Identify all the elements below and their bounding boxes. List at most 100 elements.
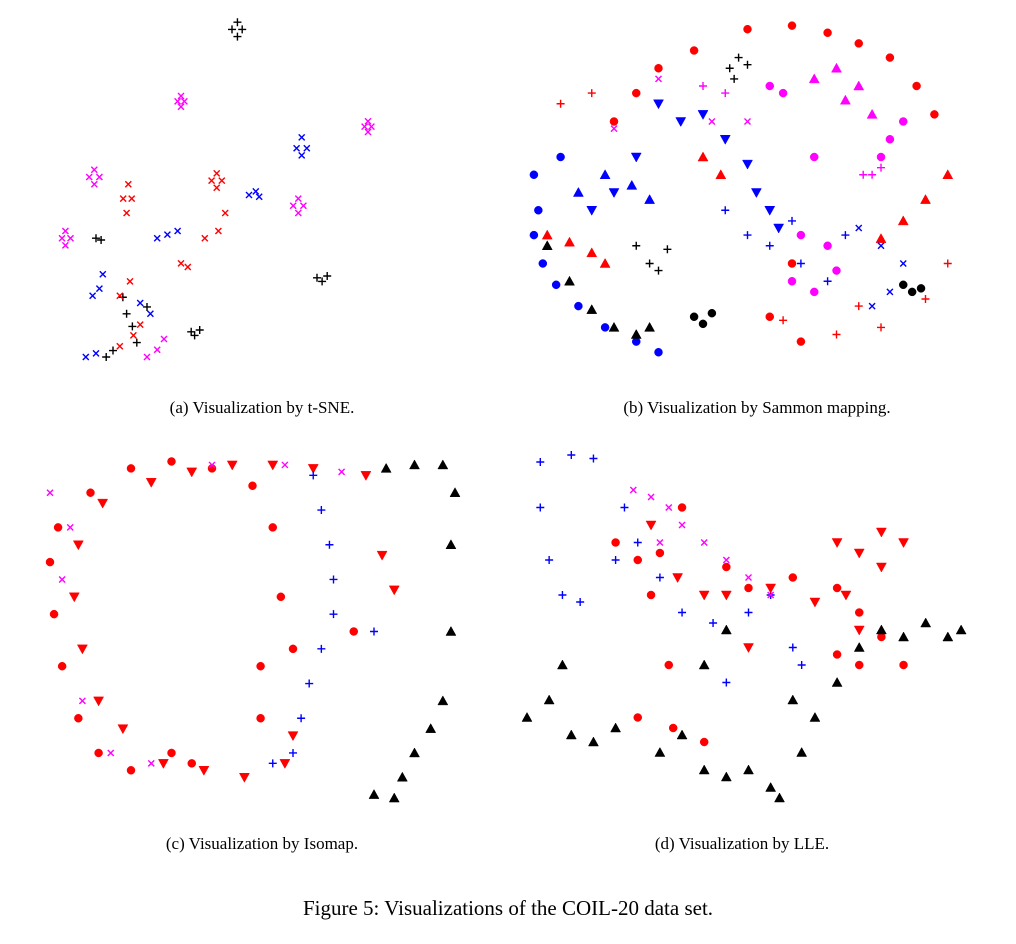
point xyxy=(955,624,967,635)
point xyxy=(160,335,168,343)
point xyxy=(725,64,734,73)
point xyxy=(213,169,221,177)
point xyxy=(95,173,103,181)
point xyxy=(245,191,253,199)
point xyxy=(750,188,762,199)
point xyxy=(689,312,699,321)
point xyxy=(364,117,372,125)
point xyxy=(97,498,109,509)
point xyxy=(832,330,841,339)
point xyxy=(796,337,806,346)
point xyxy=(53,523,63,532)
point xyxy=(61,241,69,249)
point xyxy=(298,133,306,141)
point xyxy=(743,60,752,69)
point xyxy=(633,713,643,722)
point xyxy=(68,592,80,603)
point xyxy=(163,231,171,239)
point xyxy=(608,321,620,332)
point xyxy=(629,486,637,494)
point xyxy=(529,170,539,179)
point xyxy=(841,231,850,240)
point xyxy=(708,118,716,125)
point xyxy=(823,277,832,286)
point xyxy=(831,62,842,73)
point xyxy=(72,540,84,551)
point xyxy=(839,94,851,105)
point xyxy=(177,92,185,100)
point xyxy=(180,97,188,105)
point xyxy=(543,694,555,705)
point xyxy=(644,321,656,332)
point xyxy=(213,184,221,192)
point xyxy=(364,128,372,136)
point xyxy=(675,117,687,128)
point xyxy=(184,263,192,271)
point xyxy=(709,619,718,627)
point xyxy=(97,236,106,244)
point xyxy=(855,224,863,232)
point xyxy=(102,353,111,361)
point xyxy=(157,759,169,769)
point xyxy=(610,722,622,733)
point xyxy=(136,321,144,329)
panel-caption: (d) Visualization by LLE. xyxy=(655,834,829,853)
point xyxy=(697,110,709,120)
point xyxy=(744,583,753,593)
point xyxy=(107,749,115,757)
point xyxy=(145,478,157,488)
point xyxy=(126,277,134,285)
point xyxy=(907,287,917,297)
point xyxy=(664,660,674,670)
point xyxy=(787,21,797,30)
point xyxy=(153,346,161,354)
point xyxy=(665,504,673,511)
point xyxy=(920,194,931,204)
point xyxy=(67,234,74,242)
point xyxy=(787,277,797,286)
point xyxy=(132,338,141,347)
point xyxy=(654,64,663,73)
point xyxy=(586,206,598,216)
point xyxy=(78,697,86,705)
point xyxy=(124,180,132,188)
point xyxy=(854,39,864,48)
point xyxy=(307,464,319,474)
point xyxy=(885,135,895,144)
point xyxy=(722,556,730,564)
point xyxy=(370,627,378,636)
point xyxy=(707,308,717,318)
point xyxy=(734,53,743,62)
point xyxy=(676,729,688,740)
point xyxy=(58,234,66,242)
point xyxy=(288,644,298,654)
point xyxy=(281,461,289,469)
point xyxy=(722,678,731,687)
point xyxy=(128,322,137,331)
point xyxy=(722,562,731,572)
point xyxy=(46,489,54,497)
point xyxy=(289,202,297,210)
point xyxy=(877,242,885,250)
point xyxy=(338,468,346,476)
point xyxy=(832,650,842,659)
point xyxy=(778,88,788,98)
point xyxy=(611,556,620,564)
panel-caption: (a) Visualization by t-SNE. xyxy=(170,398,355,417)
point xyxy=(323,272,332,280)
point xyxy=(198,766,210,776)
point xyxy=(221,209,229,217)
point xyxy=(633,555,643,565)
point xyxy=(698,319,708,329)
point xyxy=(208,177,216,185)
point xyxy=(317,506,326,515)
point xyxy=(678,608,687,617)
point xyxy=(672,573,684,584)
point xyxy=(565,729,577,740)
point xyxy=(897,215,909,226)
point xyxy=(608,188,620,199)
panel-caption: (b) Visualization by Sammon mapping. xyxy=(623,398,890,417)
point xyxy=(409,747,420,758)
point xyxy=(538,259,548,268)
point xyxy=(721,89,730,98)
